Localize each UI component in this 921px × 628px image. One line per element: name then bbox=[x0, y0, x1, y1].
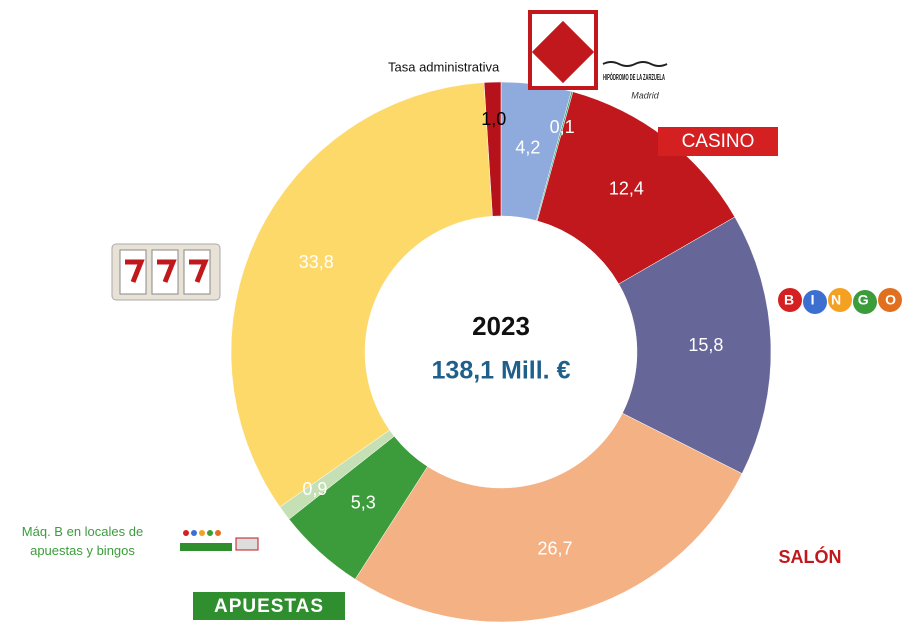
logo-slots bbox=[111, 243, 221, 301]
category-label: HIPÓDROMO DE LA ZARZUELA bbox=[603, 73, 665, 82]
value-label: 0,9 bbox=[302, 479, 327, 499]
value-label: 15,8 bbox=[688, 335, 723, 355]
value-label: 0,1 bbox=[550, 117, 575, 137]
category-label: SALÓN bbox=[779, 546, 842, 567]
wedge bbox=[354, 412, 743, 623]
value-label: 4,2 bbox=[515, 138, 540, 158]
logo-bingo bbox=[778, 288, 902, 314]
logo-hipodromo: HIPÓDROMO DE LA ZARZUELA Madrid bbox=[602, 61, 668, 100]
value-label: 1,0 bbox=[481, 109, 506, 129]
logo-1x2 bbox=[528, 10, 598, 90]
category-label: Máq. B en locales de apuestas y bingos bbox=[21, 524, 144, 558]
logo-apuestas bbox=[193, 592, 345, 620]
category-label: BINGO bbox=[784, 292, 896, 308]
center-title: 2023 bbox=[472, 311, 530, 341]
value-label: 33,8 bbox=[299, 252, 334, 272]
wedge bbox=[618, 216, 772, 474]
category-label: Tasa administrativa bbox=[388, 59, 500, 74]
wedge bbox=[230, 82, 493, 508]
center-subtitle: 138,1 Mill. € bbox=[432, 357, 571, 385]
wedge bbox=[536, 91, 736, 285]
logo-small bbox=[180, 530, 259, 551]
wedge bbox=[483, 81, 502, 217]
logo-casino bbox=[658, 127, 778, 156]
value-label: 12,4 bbox=[609, 179, 644, 199]
value-label: 26,7 bbox=[537, 539, 572, 559]
sublabel: Madrid bbox=[631, 90, 660, 100]
donut bbox=[230, 81, 772, 623]
category-label: CASINO bbox=[682, 131, 755, 152]
value-label: 5,3 bbox=[351, 493, 376, 513]
category-label: APUESTAS bbox=[214, 596, 324, 617]
